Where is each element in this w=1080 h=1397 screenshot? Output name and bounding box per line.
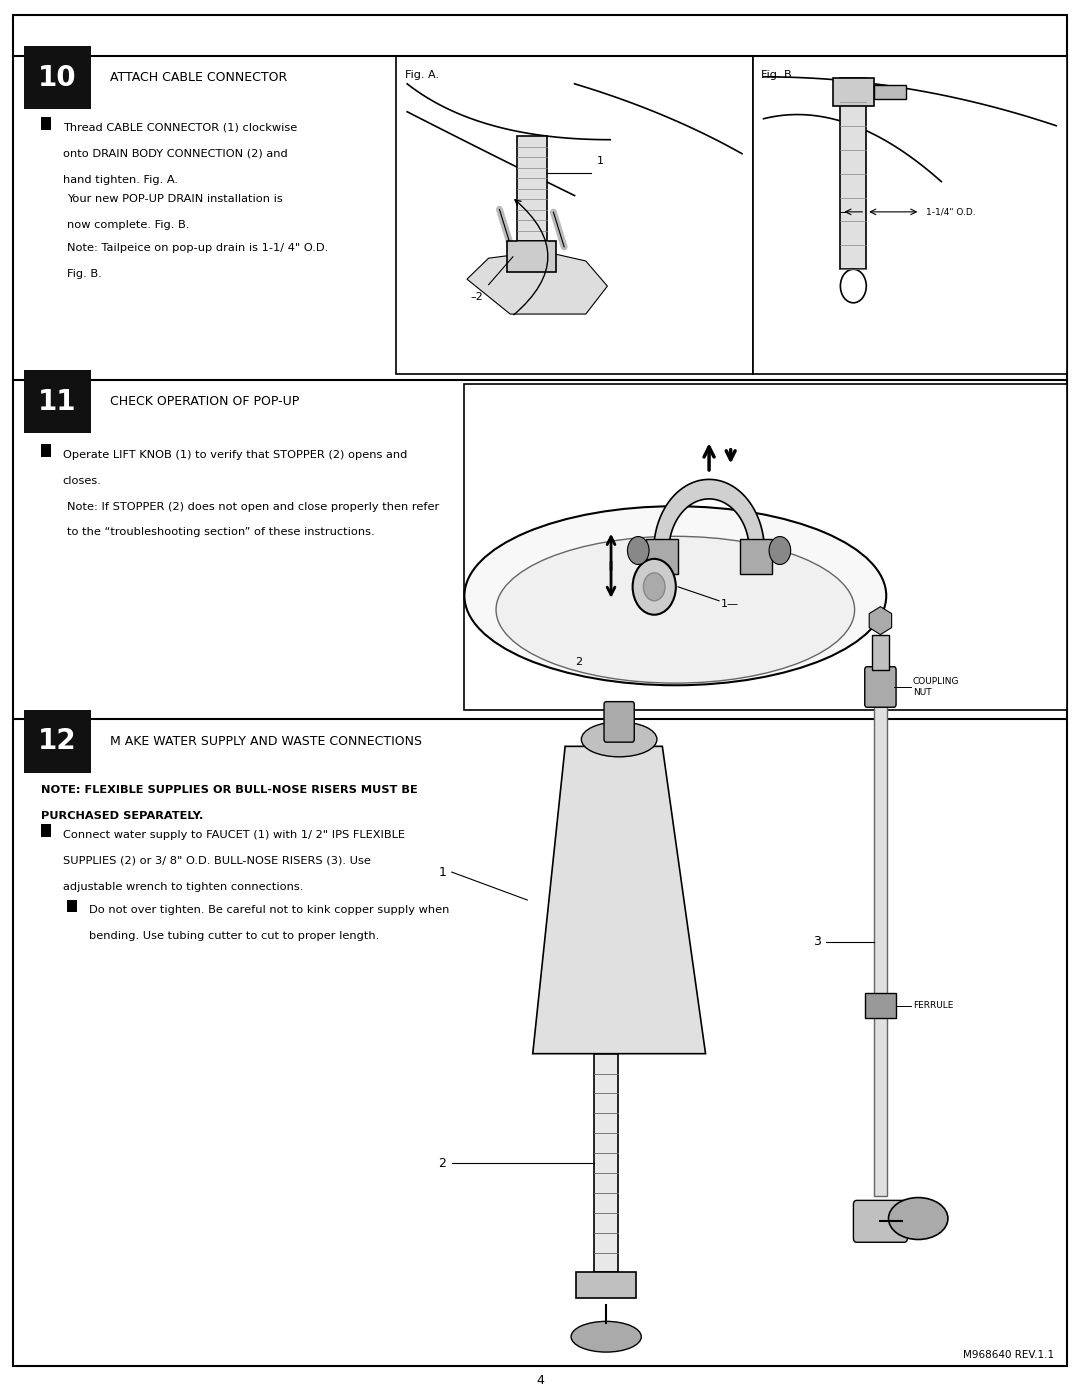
Text: Operate LIFT KNOB (1) to verify that STOPPER (2) opens and: Operate LIFT KNOB (1) to verify that STO… <box>63 450 407 460</box>
Circle shape <box>644 573 665 601</box>
Text: adjustable wrench to tighten connections.: adjustable wrench to tighten connections… <box>63 882 303 891</box>
Text: 1: 1 <box>438 866 446 879</box>
Bar <box>24 46 91 109</box>
Text: closes.: closes. <box>63 475 102 486</box>
Text: ATTACH CABLE CONNECTOR: ATTACH CABLE CONNECTOR <box>110 71 287 84</box>
Bar <box>41 824 51 837</box>
Circle shape <box>840 270 866 303</box>
FancyBboxPatch shape <box>865 666 896 707</box>
Bar <box>753 56 1067 374</box>
Bar <box>396 56 753 374</box>
Bar <box>840 78 866 270</box>
Text: Fig. B.: Fig. B. <box>67 268 102 279</box>
Text: Your new POP-UP DRAIN installation is: Your new POP-UP DRAIN installation is <box>67 194 283 204</box>
Bar <box>464 384 1067 710</box>
Circle shape <box>633 559 676 615</box>
Bar <box>577 1273 636 1298</box>
Circle shape <box>627 536 649 564</box>
Text: Note: Tailpeice on pop-up drain is 1-1/ 4" O.D.: Note: Tailpeice on pop-up drain is 1-1/ … <box>67 243 328 253</box>
Text: 2: 2 <box>438 1157 446 1169</box>
Bar <box>646 539 678 574</box>
Bar <box>516 137 546 242</box>
Bar <box>24 370 91 433</box>
Bar <box>508 242 556 272</box>
Text: M AKE WATER SUPPLY AND WASTE CONNECTIONS: M AKE WATER SUPPLY AND WASTE CONNECTIONS <box>110 735 422 747</box>
FancyBboxPatch shape <box>853 1200 907 1242</box>
Text: CHECK OPERATION OF POP-UP: CHECK OPERATION OF POP-UP <box>110 395 299 408</box>
Text: hand tighten. Fig. A.: hand tighten. Fig. A. <box>63 175 177 184</box>
Text: 1—: 1— <box>721 598 740 609</box>
Bar <box>67 900 77 912</box>
Bar <box>865 993 895 1018</box>
Text: Fig. A.: Fig. A. <box>405 70 438 80</box>
Text: now complete. Fig. B.: now complete. Fig. B. <box>67 219 189 231</box>
Ellipse shape <box>889 1197 948 1239</box>
Text: 10: 10 <box>38 63 77 92</box>
Circle shape <box>769 536 791 564</box>
Bar <box>41 444 51 457</box>
Bar <box>872 634 889 669</box>
Text: onto DRAIN BODY CONNECTION (2) and: onto DRAIN BODY CONNECTION (2) and <box>63 148 287 159</box>
Text: 12: 12 <box>38 726 77 756</box>
Text: Connect water supply to FAUCET (1) with 1/ 2" IPS FLEXIBLE: Connect water supply to FAUCET (1) with … <box>63 830 405 840</box>
Text: FERRULE: FERRULE <box>913 1002 954 1010</box>
Polygon shape <box>467 251 607 314</box>
Text: 3: 3 <box>813 936 821 949</box>
Text: 4: 4 <box>536 1373 544 1387</box>
Text: bending. Use tubing cutter to cut to proper length.: bending. Use tubing cutter to cut to pro… <box>89 932 379 942</box>
Text: COUPLING
NUT: COUPLING NUT <box>913 678 959 697</box>
Text: 1-1/4" O.D.: 1-1/4" O.D. <box>926 207 975 217</box>
Bar <box>833 78 874 106</box>
Text: 2: 2 <box>575 657 582 666</box>
Text: PURCHASED SEPARATELY.: PURCHASED SEPARATELY. <box>41 810 203 821</box>
Polygon shape <box>532 746 705 1053</box>
Polygon shape <box>869 606 892 634</box>
Bar <box>874 690 887 1196</box>
Text: to the “troubleshooting section” of these instructions.: to the “troubleshooting section” of thes… <box>67 527 375 538</box>
Text: NOTE: FLEXIBLE SUPPLIES OR BULL-NOSE RISERS MUST BE: NOTE: FLEXIBLE SUPPLIES OR BULL-NOSE RIS… <box>41 785 418 795</box>
Text: SUPPLIES (2) or 3/ 8" O.D. BULL-NOSE RISERS (3). Use: SUPPLIES (2) or 3/ 8" O.D. BULL-NOSE RIS… <box>63 855 370 866</box>
Bar <box>740 539 772 574</box>
FancyBboxPatch shape <box>604 701 634 742</box>
Text: Note: If STOPPER (2) does not open and close properly then refer: Note: If STOPPER (2) does not open and c… <box>67 502 440 511</box>
Ellipse shape <box>496 536 854 683</box>
Bar <box>24 710 91 773</box>
Bar <box>41 117 51 130</box>
Text: Thread CABLE CONNECTOR (1) clockwise: Thread CABLE CONNECTOR (1) clockwise <box>63 123 297 133</box>
Text: 1: 1 <box>596 156 604 166</box>
Text: Do not over tighten. Be careful not to kink copper supply when: Do not over tighten. Be careful not to k… <box>89 905 449 915</box>
Polygon shape <box>654 479 764 543</box>
Bar <box>594 1053 618 1273</box>
Text: M968640 REV.1.1: M968640 REV.1.1 <box>963 1350 1054 1361</box>
Bar <box>874 85 906 99</box>
Text: Fig. B.: Fig. B. <box>761 70 796 80</box>
Ellipse shape <box>581 722 657 757</box>
Ellipse shape <box>571 1322 642 1352</box>
Text: 11: 11 <box>38 387 77 416</box>
Text: –2: –2 <box>471 292 483 302</box>
Ellipse shape <box>464 506 887 686</box>
